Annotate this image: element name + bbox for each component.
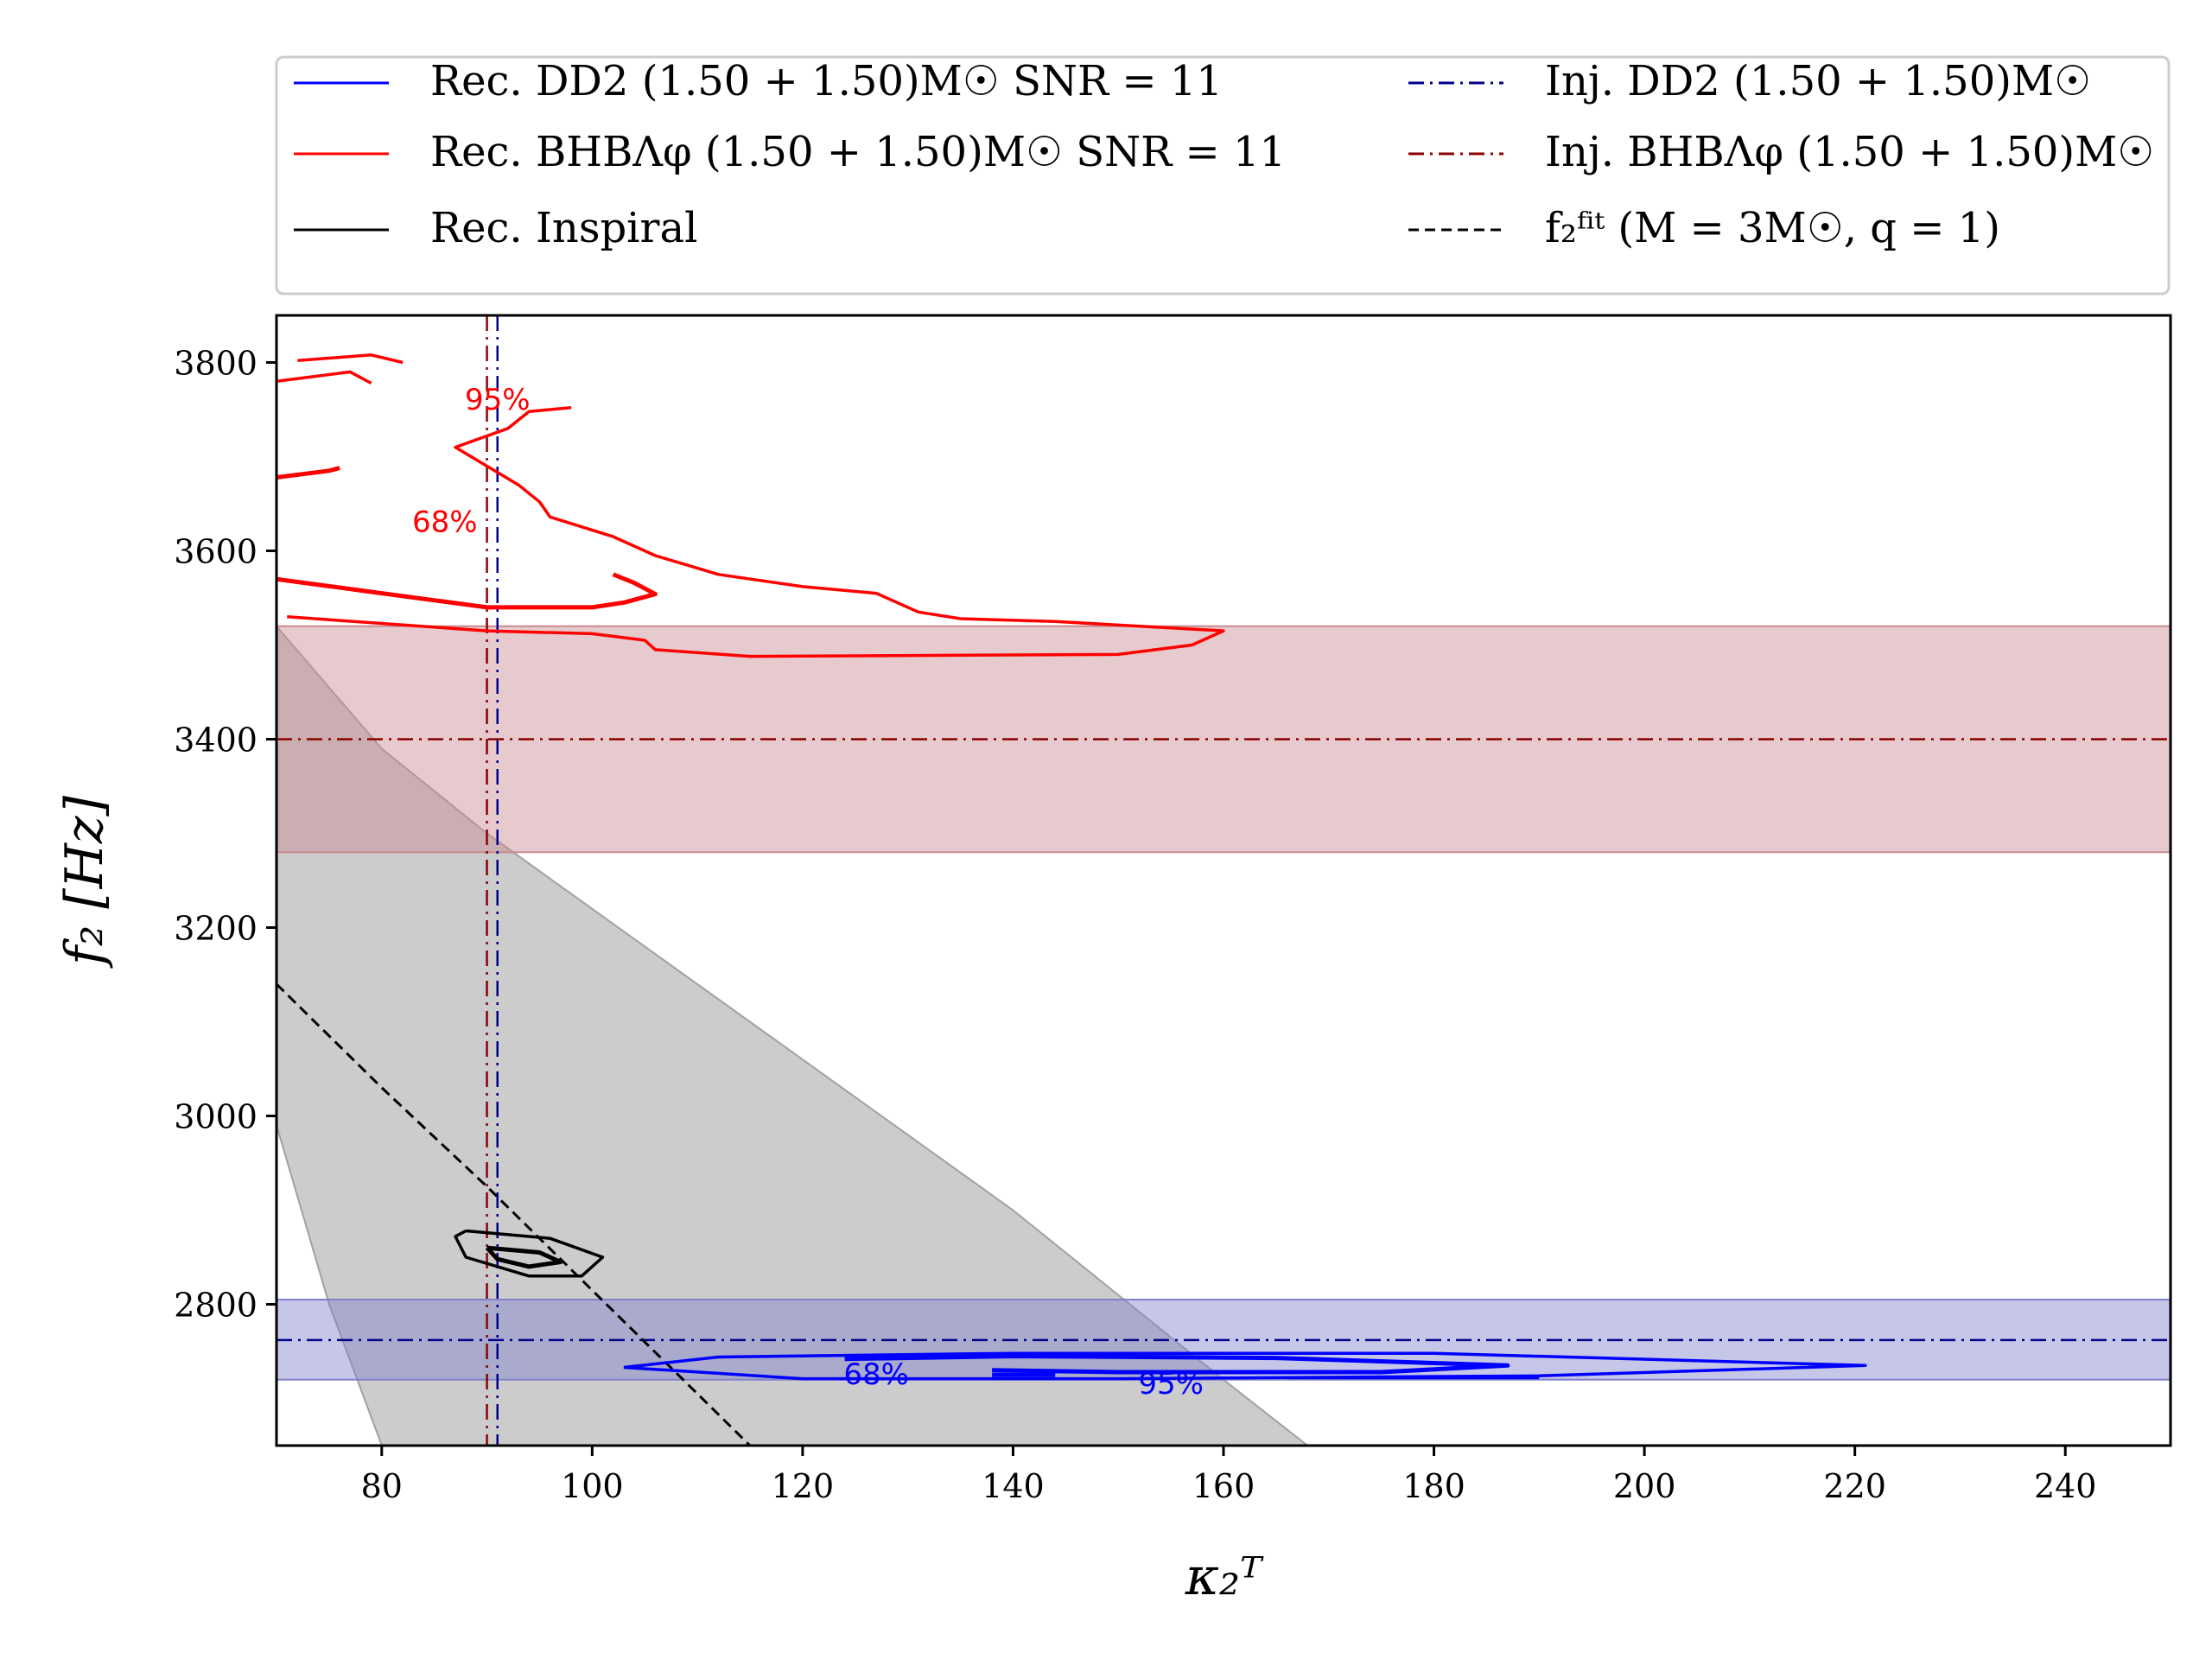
y-tick-label: 2800 xyxy=(174,1287,257,1325)
band-layer xyxy=(276,625,2171,1446)
y-axis-label: f₂ [Hz] xyxy=(54,795,115,969)
x-axis-label: κ₂ᵀ xyxy=(1185,1547,1264,1607)
legend-label-rec_inspiral: Rec. Inspiral xyxy=(430,204,697,252)
inspiral-contour-95 xyxy=(454,1229,605,1278)
y-tick-label: 3200 xyxy=(174,910,257,948)
x-tick-label: 200 xyxy=(1613,1467,1676,1505)
bhb-contour-95 xyxy=(297,353,404,365)
dd2-contour-68 xyxy=(844,1354,1510,1375)
x-tick-label: 80 xyxy=(361,1467,403,1505)
axes-layer: 80 100 120 140 160 180 200 220 240 2800 3000 3200 34… xyxy=(174,345,2096,1506)
bhb-contour-95 xyxy=(287,406,1225,658)
inspiral-contour-68 xyxy=(485,1245,563,1269)
bhb-contour-label: 95% xyxy=(465,383,531,417)
legend-box xyxy=(275,55,2171,296)
dd2-contour-95 xyxy=(623,1351,1867,1381)
y-tick-label: 3600 xyxy=(174,533,257,571)
bhb-contour-68 xyxy=(276,466,340,480)
x-tick-label: 100 xyxy=(561,1467,624,1505)
bhb-contour-95 xyxy=(276,370,372,385)
bhb-contour-68 xyxy=(276,572,658,610)
legend-label-rec_dd2: Rec. DD2 (1.50 + 1.50)M☉ SNR = 11 xyxy=(430,57,1223,105)
dd2-contour-label: 95% xyxy=(1138,1367,1204,1402)
x-tick-label: 160 xyxy=(1192,1467,1255,1505)
x-tick-label: 240 xyxy=(2034,1467,2097,1505)
legend: Rec. DD2 (1.50 + 1.50)M☉ SNR = 11 Rec. BH… xyxy=(275,55,2171,296)
bhb-contour-label: 68% xyxy=(412,505,478,540)
legend-label-inj_bhb: Inj. BHBΛφ (1.50 + 1.50)M☉ xyxy=(1545,128,2154,176)
y-tick-label: 3800 xyxy=(174,345,257,383)
x-tick-label: 220 xyxy=(1823,1467,1886,1505)
legend-label-rec_bhb: Rec. BHBΛφ (1.50 + 1.50)M☉ SNR = 11 xyxy=(430,128,1286,176)
contour-layer xyxy=(276,353,1867,1381)
y-tick-label: 3000 xyxy=(174,1098,257,1136)
legend-label-fit: f₂ᶠⁱᵗ (M = 3M☉, q = 1) xyxy=(1545,204,2000,252)
x-tick-label: 180 xyxy=(1402,1467,1465,1505)
legend-label-inj_dd2: Inj. DD2 (1.50 + 1.50)M☉ xyxy=(1545,57,2091,105)
fit-uncertainty-band xyxy=(276,625,1309,1446)
dd2-contour-label: 68% xyxy=(843,1357,909,1392)
y-tick-label: 3400 xyxy=(174,721,257,760)
annotation-layer: 95% 68% 68% 95% xyxy=(412,383,1204,1402)
x-tick-label: 140 xyxy=(982,1467,1045,1505)
x-tick-label: 120 xyxy=(772,1467,835,1505)
